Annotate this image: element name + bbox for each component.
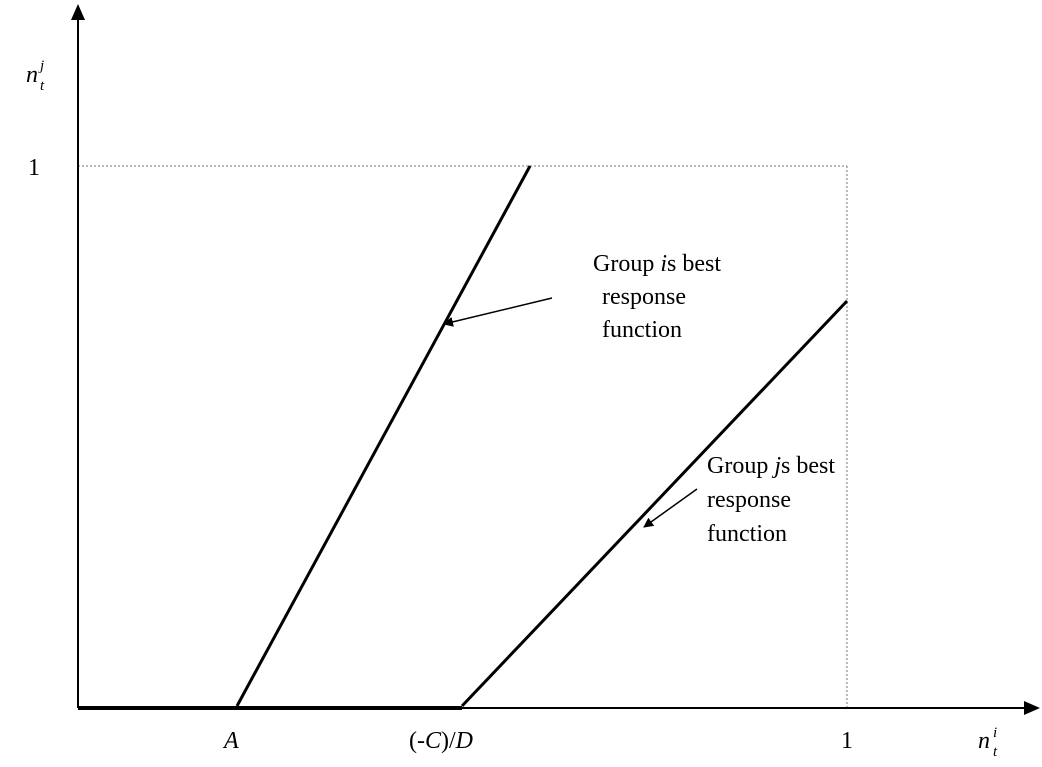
group-j-label-line1: Group js best	[707, 453, 835, 479]
group-i-label-line3: function	[602, 317, 682, 343]
y-axis-arrow-icon	[71, 4, 85, 20]
y-axis-label-sub: t	[40, 78, 45, 94]
group-j-annotation-arrow	[643, 488, 698, 528]
y-axis-label: n	[26, 62, 38, 88]
x-axis-label: n	[978, 728, 990, 754]
group-i-label-line2: response	[602, 284, 686, 310]
group-j-label-line3: function	[707, 521, 787, 547]
x-axis-label-sup: i	[993, 725, 997, 741]
x-axis-arrow-icon	[1024, 701, 1040, 715]
x-axis-label-sub: t	[993, 744, 998, 760]
group-i-label-line1: Group is best	[593, 251, 721, 277]
x-tick-label-a: A	[222, 728, 239, 754]
y-axis-label-sup: j	[38, 58, 44, 74]
group-j-label-line2: response	[707, 487, 791, 513]
group-j-best-response-line	[460, 299, 849, 708]
group-i-best-response-line	[235, 165, 532, 707]
y-tick-label-1: 1	[28, 155, 40, 181]
x-tick-label-c-over-d: (-C)/D	[409, 728, 473, 754]
x-tick-label-1: 1	[841, 728, 853, 754]
group-i-annotation-arrow	[443, 297, 553, 327]
